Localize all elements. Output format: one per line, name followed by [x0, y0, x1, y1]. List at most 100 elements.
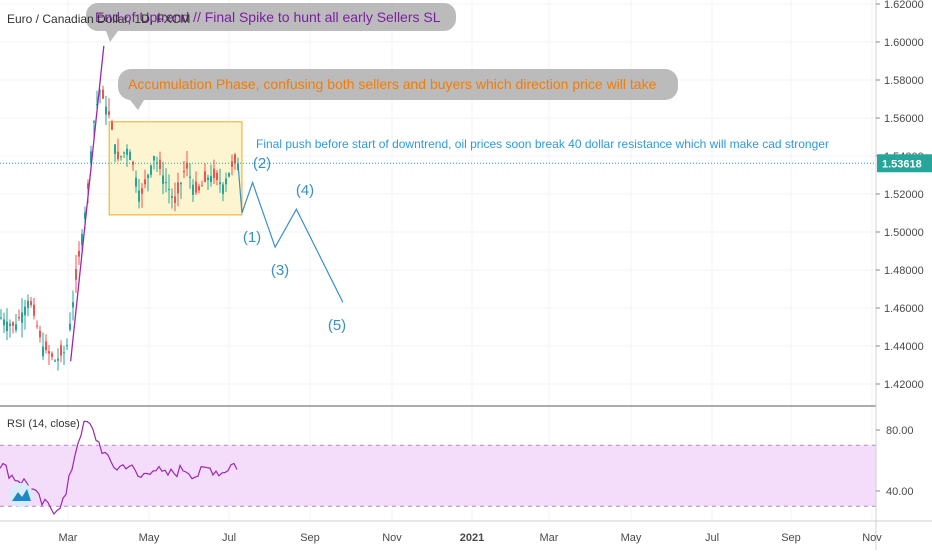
candle-body [216, 172, 218, 181]
rsi-tick-label: 40.00 [886, 486, 914, 498]
candle-body [225, 178, 227, 185]
price-tick-label: 1.52000 [884, 189, 924, 201]
time-axis[interactable]: Mar May Jul Sep Nov 2021 Mar May Jul Sep Nov [59, 532, 883, 544]
candle-body [219, 182, 221, 185]
candles [0, 85, 239, 371]
candle-body [159, 159, 161, 169]
candle-body [36, 325, 38, 327]
price-tick-label: 1.42000 [884, 379, 924, 391]
downtrend-note: Final push before start of downtrend, oi… [256, 137, 829, 151]
symbol-title: Euro / Canadian Dollar, 1D, FXCM [7, 12, 190, 26]
callout-top-text: End of Uptrend // Final Spike to hunt al… [95, 9, 441, 25]
candle-body [66, 345, 68, 347]
candle-body [81, 233, 83, 245]
wave-projection-line[interactable] [237, 163, 344, 303]
time-tick-label: Nov [382, 532, 402, 544]
candle-body [162, 175, 164, 185]
candle-body [195, 181, 197, 193]
candle-body [132, 161, 134, 165]
rsi-tick-label: 80.00 [886, 425, 914, 437]
candle-body [3, 319, 5, 326]
price-tick-label: 1.62000 [884, 0, 924, 11]
candle-body [165, 182, 167, 184]
price-tick-label: 1.48000 [884, 265, 924, 277]
candle-body [45, 341, 47, 351]
callout-accumulation-text: Accumulation Phase, confusing both selle… [128, 76, 657, 92]
candle-body [72, 302, 74, 308]
price-tick-label: 1.46000 [884, 303, 924, 315]
wave-labels: (1) (2) (3) (4) (5) [243, 155, 346, 334]
time-tick-label: May [139, 532, 160, 544]
logo-badge [9, 483, 33, 507]
candle-body [231, 161, 233, 167]
candle-body [39, 331, 41, 338]
candle-body [201, 185, 203, 187]
current-price-badge: 1.53618 [877, 154, 932, 173]
candle-body [15, 324, 17, 331]
callout-accumulation[interactable]: Accumulation Phase, confusing both selle… [118, 69, 678, 110]
candle-body [105, 106, 107, 115]
rsi-line [0, 420, 238, 516]
candle-body [129, 151, 131, 161]
rsi-axis[interactable]: 80.00 40.00 [876, 425, 914, 498]
candle-body [234, 154, 236, 164]
time-tick-label: Jul [222, 532, 236, 544]
candle-body [222, 184, 224, 194]
candle-body [117, 151, 119, 160]
candle-body [48, 351, 50, 354]
candle-body [51, 353, 53, 357]
wave-label-2: (2) [253, 155, 271, 172]
rsi-band [0, 445, 876, 507]
candle-body [144, 179, 146, 185]
price-tick-label: 1.44000 [884, 341, 924, 353]
current-price-badge-bg [877, 154, 932, 173]
price-tick-label: 1.56000 [884, 113, 924, 125]
candle-body [78, 250, 80, 257]
candle-body [210, 175, 212, 182]
candle-body [147, 174, 149, 179]
price-tick-label: 1.58000 [884, 75, 924, 87]
candle-body [57, 358, 59, 361]
candle-body [69, 323, 71, 330]
candle-body [192, 184, 194, 195]
time-tick-label: Jul [705, 532, 719, 544]
candle-body [207, 177, 209, 181]
callout-accumulation-bubble [118, 69, 678, 100]
candle-body [30, 301, 32, 306]
time-tick-label: Mar [59, 532, 78, 544]
candle-body [198, 186, 200, 191]
logo-mountain-icon [12, 489, 31, 501]
time-tick-label: Sep [781, 532, 801, 544]
candle-body [99, 90, 101, 92]
candle-body [96, 104, 98, 106]
callout-top[interactable]: End of Uptrend // Final Spike to hunt al… [86, 3, 456, 42]
candle-body [189, 176, 191, 178]
candle-body [153, 156, 155, 161]
candle-body [42, 346, 44, 357]
rsi-title: RSI (14, close) [7, 418, 80, 430]
candle-body [126, 148, 128, 155]
candle-body [75, 269, 77, 280]
wave-label-3: (3) [271, 262, 289, 279]
tradingview-logo[interactable] [9, 483, 33, 507]
price-axis[interactable]: 1.620001.600001.580001.560001.540001.520… [876, 0, 924, 391]
candle-body [93, 121, 95, 123]
candle-body [111, 122, 113, 130]
candle-body [87, 183, 89, 189]
candle-body [204, 171, 206, 182]
callout-accumulation-pointer [130, 100, 144, 110]
callout-top-pointer [106, 31, 118, 42]
candle-body [84, 212, 86, 220]
candle-body [183, 170, 185, 173]
candle-body [63, 352, 65, 354]
candle-body [12, 322, 14, 326]
time-tick-label: 2021 [460, 532, 484, 544]
uptrend-trendline[interactable] [70, 45, 105, 362]
price-tick-label: 1.50000 [884, 227, 924, 239]
current-price-label: 1.53618 [882, 158, 922, 170]
candle-body [21, 312, 23, 323]
candle-body [123, 152, 125, 154]
callout-top-bubble [86, 3, 456, 31]
